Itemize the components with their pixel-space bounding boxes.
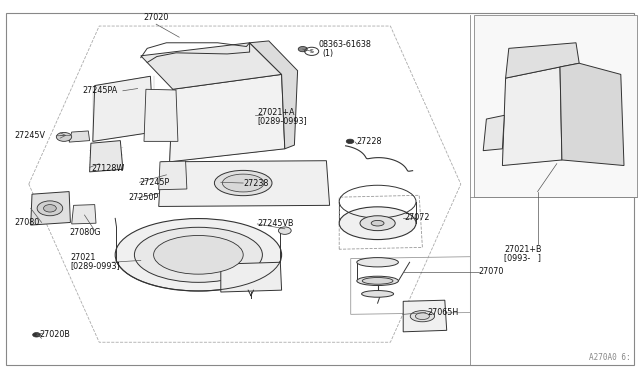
Circle shape: [44, 205, 56, 212]
Text: 27245VB: 27245VB: [257, 219, 294, 228]
Ellipse shape: [339, 207, 416, 240]
Text: 27245V: 27245V: [14, 131, 45, 140]
Polygon shape: [159, 161, 330, 206]
Ellipse shape: [360, 216, 396, 231]
Ellipse shape: [410, 311, 435, 322]
Circle shape: [56, 132, 72, 141]
Ellipse shape: [134, 227, 262, 282]
Text: 27070: 27070: [479, 267, 504, 276]
Text: 27020B: 27020B: [40, 330, 70, 339]
Ellipse shape: [223, 174, 264, 192]
Polygon shape: [159, 161, 187, 190]
Text: S: S: [310, 49, 314, 54]
Text: 27080G: 27080G: [69, 228, 100, 237]
Polygon shape: [250, 41, 298, 149]
Circle shape: [37, 201, 63, 216]
Text: 27065H: 27065H: [428, 308, 459, 317]
Ellipse shape: [362, 278, 393, 284]
Text: 08363-61638: 08363-61638: [319, 40, 372, 49]
Text: [0993-   ]: [0993- ]: [504, 253, 541, 262]
Polygon shape: [72, 205, 96, 224]
Text: 27245P: 27245P: [140, 178, 170, 187]
Ellipse shape: [415, 313, 429, 320]
Circle shape: [346, 139, 354, 144]
Polygon shape: [502, 67, 562, 166]
Ellipse shape: [357, 257, 398, 267]
Polygon shape: [31, 192, 70, 225]
Text: A270A0 6:: A270A0 6:: [589, 353, 630, 362]
Text: (1): (1): [322, 49, 333, 58]
Ellipse shape: [362, 291, 394, 297]
Polygon shape: [221, 262, 282, 292]
Polygon shape: [144, 89, 178, 141]
Polygon shape: [560, 63, 624, 166]
Ellipse shape: [115, 219, 282, 291]
Ellipse shape: [214, 170, 272, 196]
Text: 27020: 27020: [143, 13, 169, 22]
Ellipse shape: [371, 220, 384, 226]
Polygon shape: [90, 141, 123, 172]
Text: 27245PA: 27245PA: [82, 86, 117, 94]
Text: 27021+B: 27021+B: [504, 245, 542, 254]
Text: 27228: 27228: [356, 137, 382, 146]
Text: 27021: 27021: [70, 253, 96, 262]
Text: [0289-0993]: [0289-0993]: [70, 262, 120, 270]
Text: 27128W: 27128W: [91, 164, 124, 173]
Bar: [474, 15, 637, 197]
Text: 27250P: 27250P: [128, 193, 158, 202]
Polygon shape: [170, 74, 285, 162]
Circle shape: [33, 333, 40, 337]
Text: 27021+A: 27021+A: [257, 108, 295, 117]
Text: 27080: 27080: [14, 218, 39, 227]
Polygon shape: [403, 300, 447, 332]
Polygon shape: [506, 43, 579, 78]
Circle shape: [278, 227, 291, 234]
Polygon shape: [93, 76, 154, 141]
Text: [0289-0993]: [0289-0993]: [257, 116, 307, 125]
Ellipse shape: [357, 276, 398, 286]
Ellipse shape: [154, 235, 243, 274]
Text: 27238: 27238: [243, 179, 269, 187]
Circle shape: [298, 46, 307, 52]
Polygon shape: [483, 115, 504, 151]
Text: 27072: 27072: [404, 213, 430, 222]
Polygon shape: [69, 131, 90, 142]
Polygon shape: [141, 43, 282, 89]
